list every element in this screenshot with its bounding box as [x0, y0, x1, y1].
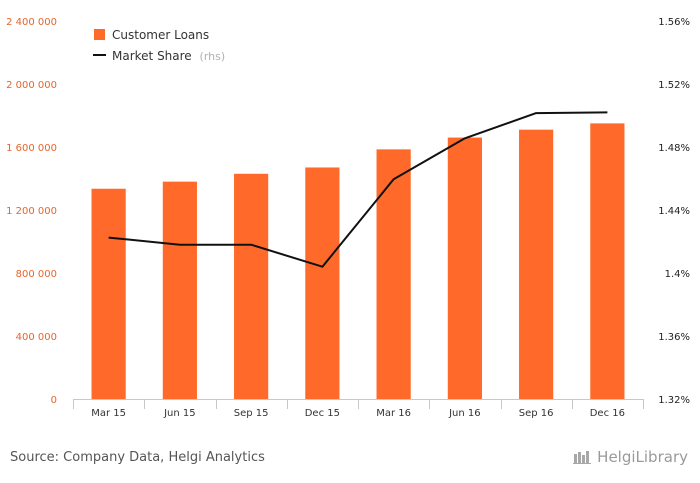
bar[interactable]	[376, 149, 411, 399]
legend-label-market-share-suffix: (rhs)	[200, 50, 226, 63]
right-axis: 1.32% 1.36% 1.4% 1.44% 1.48% 1.52% 1.56%	[658, 17, 690, 406]
library-icon	[573, 451, 592, 464]
bar-series	[91, 123, 625, 400]
bar[interactable]	[447, 137, 482, 400]
left-tick-label: 1 200 000	[6, 206, 57, 217]
left-tick-label: 2 000 000	[6, 80, 57, 91]
bar[interactable]	[91, 188, 126, 399]
legend-swatch-customer-loans	[94, 29, 105, 40]
x-tick-label: Mar 15	[91, 408, 126, 419]
bar[interactable]	[305, 167, 340, 399]
left-tick-label: 400 000	[16, 332, 57, 343]
left-tick-label: 1 600 000	[6, 143, 57, 154]
brand-name: HelgiLibrary	[597, 448, 688, 466]
legend-label-market-share-name: Market Share	[112, 49, 192, 63]
line-series	[108, 111, 608, 268]
x-tick-label: Jun 15	[163, 408, 196, 419]
right-tick-label: 1.52%	[658, 80, 690, 91]
legend: Customer Loans Market Share (rhs)	[93, 28, 225, 63]
x-tick-label: Sep 15	[234, 408, 269, 419]
bar[interactable]	[234, 173, 269, 399]
bar[interactable]	[519, 129, 554, 400]
left-tick-label: 800 000	[16, 269, 57, 280]
x-tick-label: Mar 16	[376, 408, 411, 419]
legend-label-market-share[interactable]: Market Share (rhs)	[112, 49, 225, 63]
left-axis: 0 400 000 800 000 1 200 000 1 600 000 2 000 0…	[6, 17, 57, 406]
x-tick-label: Sep 16	[519, 408, 554, 419]
brand-logo: HelgiLibrary	[573, 448, 688, 466]
x-tick-label: Dec 15	[305, 408, 340, 419]
right-tick-label: 1.56%	[658, 17, 690, 28]
right-tick-label: 1.4%	[665, 269, 690, 280]
right-tick-label: 1.32%	[658, 395, 690, 406]
right-tick-label: 1.36%	[658, 332, 690, 343]
left-tick-label: 0	[51, 395, 57, 406]
x-axis	[73, 399, 644, 409]
left-tick-label: 2 400 000	[6, 17, 57, 28]
market-share-line[interactable]	[108, 111, 608, 268]
bar[interactable]	[162, 181, 197, 399]
x-axis-ticks: Mar 15 Jun 15 Sep 15 Dec 15 Mar 16 Jun 16 Sep …	[91, 408, 625, 419]
right-tick-label: 1.48%	[658, 143, 690, 154]
x-tick-label: Jun 16	[448, 408, 481, 419]
bar[interactable]	[590, 123, 625, 399]
x-tick-label: Dec 16	[590, 408, 625, 419]
source-note: Source: Company Data, Helgi Analytics	[10, 450, 265, 465]
right-tick-label: 1.44%	[658, 206, 690, 217]
legend-label-customer-loans[interactable]: Customer Loans	[112, 28, 209, 42]
